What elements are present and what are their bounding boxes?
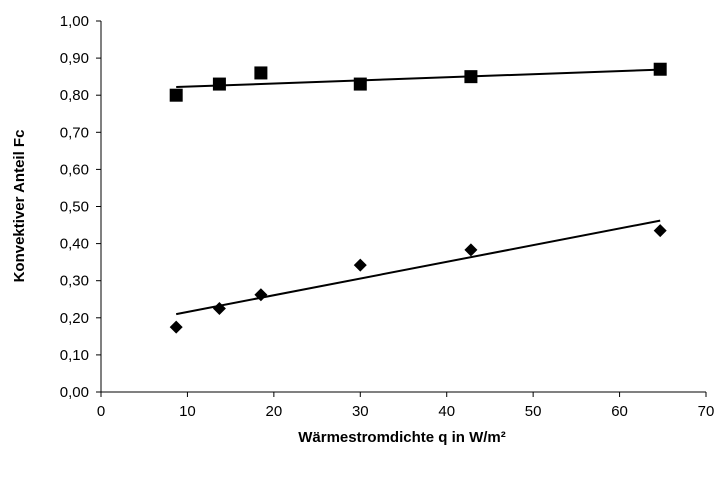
y-tick-label: 1,00: [60, 13, 89, 30]
square-marker: [464, 70, 478, 84]
x-tick-label: 40: [438, 403, 455, 420]
diamond-marker: [169, 320, 183, 334]
axes: [100, 21, 706, 393]
square-marker: [353, 77, 367, 91]
x-tick-label: 0: [97, 403, 105, 420]
x-tick-label: 60: [611, 403, 628, 420]
y-tick-label: 0,90: [60, 50, 89, 67]
y-tick-label: 0,10: [60, 347, 89, 364]
y-axis-title: Konvektiver Anteil Fc: [11, 130, 28, 283]
y-tick-label: 0,40: [60, 236, 89, 253]
x-axis-ticks: 0 10 20 30 40 50 60 70: [97, 392, 715, 420]
y-tick-label: 0,80: [60, 87, 89, 104]
y-tick-label: 0,50: [60, 199, 89, 216]
y-tick-label: 0,00: [60, 384, 89, 401]
square-marker: [169, 88, 183, 102]
y-tick-label: 0,20: [60, 310, 89, 327]
y-tick-label: 0,70: [60, 124, 89, 141]
x-axis-title: Wärmestromdichte q in W/m²: [298, 429, 506, 446]
trendline-series-2: [176, 219, 661, 316]
x-tick-label: 20: [266, 403, 283, 420]
trendline-series-1: [176, 68, 661, 89]
x-tick-label: 50: [525, 403, 542, 420]
y-tick-label: 0,30: [60, 273, 89, 290]
x-tick-label: 10: [179, 403, 196, 420]
x-tick-label: 30: [352, 403, 369, 420]
diamond-marker: [464, 243, 478, 257]
y-tick-label: 0,60: [60, 161, 89, 178]
square-marker: [653, 62, 667, 76]
diamond-marker: [653, 224, 667, 238]
x-tick-label: 70: [698, 403, 715, 420]
square-marker: [212, 77, 226, 91]
data-markers: [169, 62, 667, 334]
trendlines: [176, 68, 661, 316]
diamond-marker: [254, 288, 268, 302]
square-marker: [254, 66, 268, 80]
diamond-marker: [212, 302, 226, 316]
y-axis-ticks: 0,00 0,10 0,20 0,30 0,40 0,50 0,60 0,70 0,80 0,90…: [60, 13, 101, 401]
diamond-marker: [353, 258, 367, 272]
